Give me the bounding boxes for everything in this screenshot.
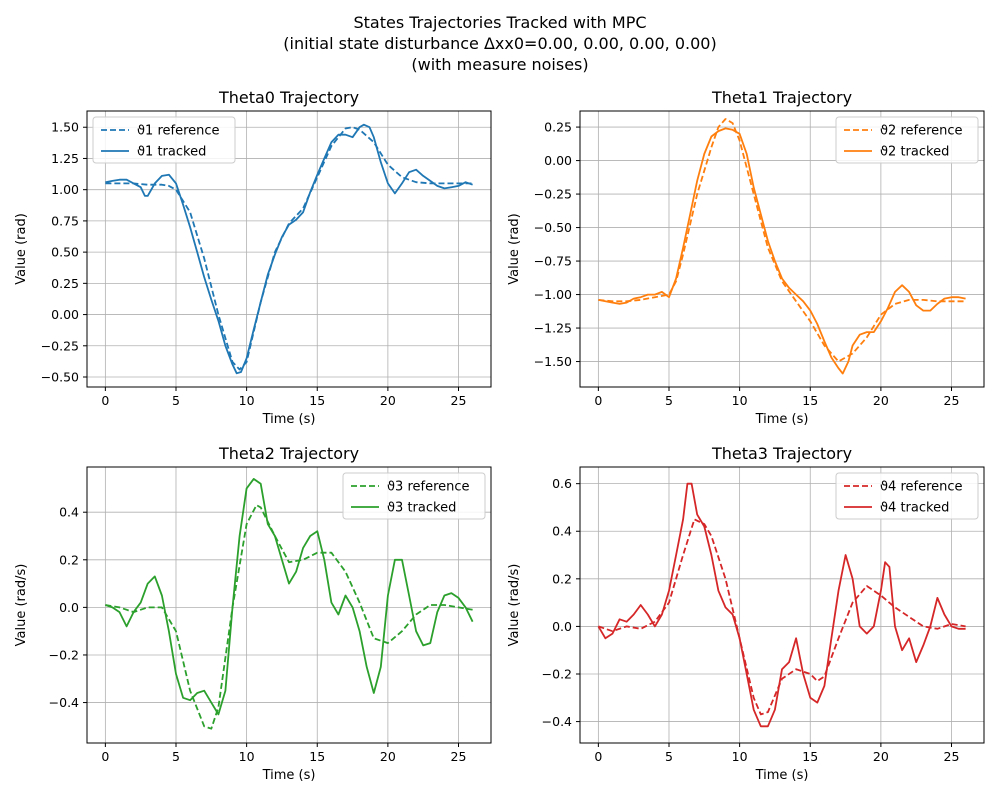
legend: ϑ3 reference ϑ3 tracked (342, 472, 486, 520)
y-tick-label: 0.75 (51, 213, 79, 228)
x-tick-label: 15 (802, 749, 818, 764)
y-tick-label: 0.50 (51, 245, 79, 260)
legend-label: ϑ3 tracked (387, 501, 456, 516)
y-tick-label: −0.2 (49, 647, 79, 662)
y-axis-label: Value (rad) (14, 213, 29, 285)
reference-line-3 (105, 504, 473, 730)
y-tick-label: 0.2 (552, 571, 572, 586)
subplot-3: 0 5 10 15 20 25 −0.4 −0.2 0.0 0.2 0.4 Theta2 Trajec… (14, 444, 492, 783)
y-tick-label: 0.0 (59, 600, 79, 615)
subplot-title: Theta1 Trajectory (711, 88, 852, 107)
y-tick-label: 0.4 (552, 524, 572, 539)
reference-line-1 (105, 126, 473, 371)
subplot-title: Theta2 Trajectory (218, 444, 359, 463)
x-tick-label: 20 (380, 749, 396, 764)
x-tick-label: 10 (732, 749, 748, 764)
x-tick-label: 25 (451, 749, 467, 764)
subplot-title: Theta3 Trajectory (711, 444, 852, 463)
legend: ϑ2 reference ϑ2 tracked (835, 116, 979, 164)
y-tick-label: 0.25 (51, 276, 79, 291)
x-tick-label: 20 (873, 393, 889, 408)
y-tick-label: 0.4 (59, 505, 79, 520)
y-axis-label: Value (rad) (507, 213, 522, 285)
reference-line-4 (598, 518, 966, 716)
x-tick-label: 15 (309, 749, 325, 764)
y-tick-label: −1.25 (534, 321, 572, 336)
legend-label: ϑ2 reference (880, 124, 963, 139)
x-tick-label: 0 (101, 393, 109, 408)
legend-label: ϑ1 reference (137, 124, 220, 139)
legend: ϑ1 reference ϑ1 tracked (92, 116, 236, 164)
subplot-2: 0 5 10 15 20 25 −1.50 −1.25 −1.00 −0.75 −0.50 −0.25… (507, 88, 985, 427)
x-tick-label: 0 (594, 749, 602, 764)
x-tick-label: 10 (239, 749, 255, 764)
x-tick-label: 5 (665, 393, 673, 408)
x-tick-label: 20 (380, 393, 396, 408)
figure-title-line-3: (with measure noises) (411, 55, 589, 74)
y-tick-label: 0.6 (552, 476, 572, 491)
x-tick-label: 20 (873, 749, 889, 764)
y-tick-label: −0.50 (41, 370, 79, 385)
figure-title-line-2: (initial state disturbance Δxx0=0.00, 0.… (283, 34, 717, 53)
x-axis-label: Time (s) (262, 412, 316, 427)
legend-label: ϑ3 reference (387, 480, 470, 495)
x-tick-label: 25 (944, 749, 960, 764)
y-tick-label: −0.25 (534, 187, 572, 202)
y-axis-label: Value (rad/s) (507, 564, 522, 647)
tracked-line-4 (597, 482, 966, 728)
axes-frame (86, 110, 492, 388)
legend-label: ϑ4 reference (880, 480, 963, 495)
x-tick-label: 15 (802, 393, 818, 408)
x-tick-label: 10 (239, 393, 255, 408)
legend-label: ϑ2 tracked (880, 145, 949, 160)
y-tick-label: −0.50 (534, 220, 572, 235)
x-axis-label: Time (s) (755, 412, 809, 427)
tracked-line-1 (105, 123, 473, 375)
legend-label: ϑ1 tracked (137, 145, 206, 160)
y-tick-label: −0.2 (542, 667, 572, 682)
figure-title: States Trajectories Tracked with MPC (in… (0, 12, 1000, 75)
subplot-title: Theta0 Trajectory (218, 88, 359, 107)
x-tick-label: 15 (309, 393, 325, 408)
y-tick-label: 0.0 (552, 619, 572, 634)
y-tick-label: 1.25 (51, 151, 79, 166)
x-tick-label: 0 (594, 393, 602, 408)
y-axis-label: Value (rad/s) (14, 564, 29, 647)
axes-frame (579, 110, 985, 388)
x-tick-label: 5 (172, 749, 180, 764)
figure-title-line-1: States Trajectories Tracked with MPC (353, 13, 647, 32)
y-tick-label: 0.25 (544, 120, 572, 135)
subplot-4: 0 5 10 15 20 25 −0.4 −0.2 0.0 0.2 0.4 0.6 Theta3 Tra… (507, 444, 985, 783)
subplot-1: 0 5 10 15 20 25 −0.50 −0.25 0.00 0.25 0.50 0.75 1.00… (14, 88, 492, 427)
y-tick-label: −1.00 (534, 287, 572, 302)
legend: ϑ4 reference ϑ4 tracked (835, 472, 979, 520)
x-tick-label: 25 (451, 393, 467, 408)
x-tick-label: 10 (732, 393, 748, 408)
y-tick-label: 0.2 (59, 552, 79, 567)
x-tick-label: 0 (101, 749, 109, 764)
y-tick-label: −0.25 (41, 338, 79, 353)
y-tick-label: −0.4 (542, 714, 572, 729)
axes-frame (579, 466, 985, 744)
x-tick-label: 25 (944, 393, 960, 408)
y-tick-label: −0.4 (49, 695, 79, 710)
y-tick-label: 1.50 (51, 120, 79, 135)
x-tick-label: 5 (172, 393, 180, 408)
y-tick-label: −0.75 (534, 254, 572, 269)
x-axis-label: Time (s) (755, 768, 809, 783)
y-tick-label: −1.50 (534, 354, 572, 369)
axes-frame (86, 466, 492, 744)
y-tick-label: 0.00 (51, 307, 79, 322)
y-tick-label: 1.00 (51, 182, 79, 197)
x-tick-label: 5 (665, 749, 673, 764)
x-axis-label: Time (s) (262, 768, 316, 783)
y-tick-label: 0.00 (544, 153, 572, 168)
legend-label: ϑ4 tracked (880, 501, 949, 516)
tracked-line-2 (598, 127, 966, 375)
tracked-line-3 (105, 477, 474, 716)
